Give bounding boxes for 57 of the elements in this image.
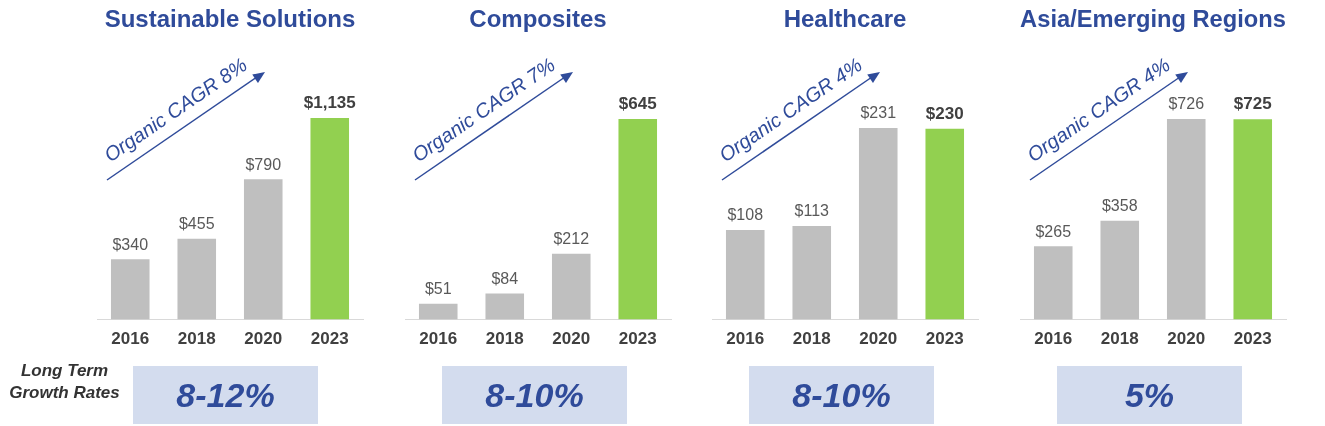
bar [792,225,832,320]
data-label: $358 [1101,197,1138,215]
bar [925,128,965,320]
x-tick-label: 2016 [726,329,765,349]
text: 8-12% [133,366,318,424]
chart-title: Sustainable Solutions [104,5,356,33]
text: 8-10% [749,366,934,424]
bar [858,128,898,320]
text: 5% [1057,366,1242,424]
data-label: $231 [860,104,897,122]
bar [551,253,591,320]
x-tick-label: 2018 [177,329,216,349]
x-tick-label: 2020 [552,329,591,349]
x-tick-label: 2016 [111,329,150,349]
x-tick-label: 2018 [485,329,524,349]
data-label: $84 [491,269,519,287]
data-label: $230 [925,104,964,124]
data-label: $51 [424,280,452,298]
chart-title: Composites [469,5,607,33]
data-label: $1,135 [303,93,356,113]
x-tick-label: 2023 [925,329,964,349]
data-label: $212 [553,230,590,248]
bar [110,259,150,320]
bar [177,238,217,320]
data-label: $725 [1233,94,1272,114]
bar [1166,118,1206,320]
x-tick-label: 2020 [1167,329,1206,349]
data-label: $113 [794,202,830,220]
bar [1033,246,1073,320]
chart-title: Healthcare [783,5,907,33]
text: 8-10% [442,366,627,424]
x-tick-label: 2023 [618,329,657,349]
bar [618,119,658,320]
x-tick-label: 2018 [792,329,831,349]
text: Long Term Growth Rates [8,360,121,404]
data-label: $340 [112,235,149,253]
x-tick-label: 2016 [419,329,458,349]
x-tick-label: 2023 [1233,329,1272,349]
chart-title: Asia/Emerging Regions [1020,4,1286,33]
x-tick-label: 2016 [1034,329,1073,349]
x-tick-label: 2023 [310,329,349,349]
x-tick-label: 2018 [1100,329,1139,349]
bar [1233,119,1273,320]
data-label: $108 [727,206,764,224]
bar [243,179,283,320]
bar [725,230,765,320]
x-tick-label: 2020 [244,329,283,349]
bar [1100,220,1140,320]
x-tick-label: 2020 [859,329,898,349]
bar [310,117,350,320]
bar [485,293,525,320]
data-label: $265 [1035,222,1072,240]
bar [418,303,458,320]
data-label: $790 [245,155,282,173]
data-label: $726 [1168,95,1205,113]
data-label: $645 [618,94,657,114]
data-label: $455 [178,215,215,233]
